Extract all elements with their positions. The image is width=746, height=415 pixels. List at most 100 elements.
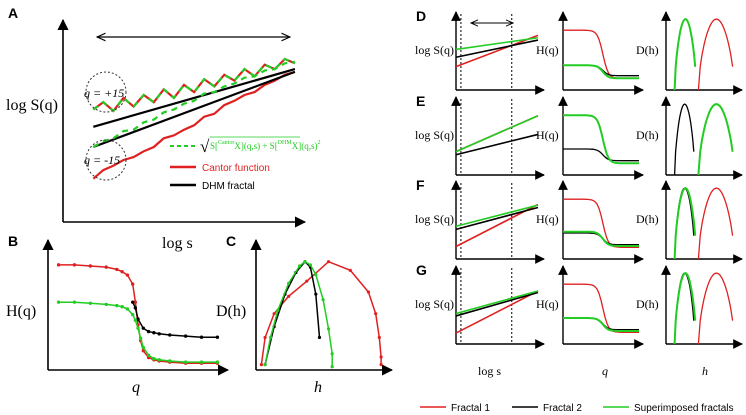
legend-formula-end: ](q,s) bbox=[298, 141, 317, 151]
panel-c-ylabel: D(h) bbox=[216, 303, 246, 320]
panel-b-point-2-13 bbox=[152, 356, 156, 361]
panel-g-logs-red bbox=[455, 290, 539, 334]
panel-b-line-1 bbox=[132, 301, 218, 338]
panel-g-h-black bbox=[563, 317, 639, 331]
panel-b-point-0-7 bbox=[131, 282, 135, 286]
legend-formula-sub2: X bbox=[292, 141, 299, 151]
legend-formula-root: √ bbox=[200, 137, 210, 156]
panel-a-line-3 bbox=[92, 70, 296, 149]
panel-f-col2-ylabel: D(h) bbox=[636, 212, 659, 226]
panel-c-line-2 bbox=[264, 260, 333, 367]
panel-f-d-green bbox=[673, 186, 697, 260]
panel-a-line-1 bbox=[92, 68, 296, 128]
panel-b-point-1-4 bbox=[146, 329, 151, 334]
panel-b-point-2-14 bbox=[157, 358, 161, 362]
legend-formula-sup2: DHM bbox=[278, 140, 293, 146]
panel-c-point-2-4 bbox=[297, 264, 302, 268]
panel-c-point-2-9 bbox=[326, 327, 331, 331]
panel-g-d-green bbox=[673, 271, 697, 345]
panel-a-line-5 bbox=[92, 60, 296, 148]
panel-b-point-1-10 bbox=[215, 335, 220, 339]
panel-c-xlabel: h bbox=[314, 379, 322, 396]
panel-c-point-0-6 bbox=[348, 268, 352, 272]
panel-c-point-2-11 bbox=[330, 365, 334, 369]
panel-b-point-2-16 bbox=[183, 360, 188, 364]
panel-b-point-1-9 bbox=[199, 335, 204, 339]
legend-formula-plus: + S[ bbox=[260, 141, 278, 151]
panel-d-label: D bbox=[416, 8, 426, 24]
panel-b-point-2-9 bbox=[136, 326, 140, 330]
panel-e-col1-ylabel: H(q) bbox=[536, 128, 559, 142]
panel-b-point-2-5 bbox=[120, 304, 124, 309]
panel-f-logs-black bbox=[455, 206, 539, 231]
panel-b-point-1-6 bbox=[157, 332, 161, 336]
panel-c-point-0-0 bbox=[259, 362, 264, 367]
panel-b-point-2-8 bbox=[133, 318, 138, 322]
panel-g-logs-green bbox=[455, 290, 539, 315]
panel-d-logs-red bbox=[455, 34, 539, 68]
panel-b-point-1-5 bbox=[152, 330, 156, 335]
panel-b-point-2-0 bbox=[56, 300, 61, 304]
panel-f-col0-ylabel: log S(q) bbox=[415, 212, 454, 226]
panel-a-annot-q-minus: q = -15 bbox=[84, 153, 120, 167]
panel-c-point-0-11 bbox=[379, 362, 383, 367]
panel-b-point-2-17 bbox=[199, 360, 204, 364]
panel-e-label: E bbox=[416, 93, 425, 109]
panel-c-point-2-7 bbox=[314, 273, 318, 277]
panel-c-point-2-5 bbox=[303, 260, 307, 264]
panel-b-point-2-1 bbox=[72, 300, 77, 304]
panel-c-point-0-5 bbox=[326, 260, 331, 264]
panel-b-point-1-7 bbox=[168, 333, 172, 337]
panel-c-point-0-7 bbox=[366, 290, 371, 294]
panel-b-point-1-8 bbox=[183, 334, 188, 338]
panel-b-point-0-3 bbox=[104, 265, 108, 269]
legend-formula-s1: S[ bbox=[210, 141, 218, 151]
legend-label-cantor: Cantor function bbox=[202, 163, 270, 174]
grid-xlabel-logs: log s bbox=[478, 364, 501, 378]
grid-legend-label-fractal1: Fractal 1 bbox=[451, 403, 490, 414]
panel-f-h-red bbox=[563, 198, 639, 248]
panel-c-point-0-2 bbox=[272, 312, 276, 316]
panel-b-point-1-0 bbox=[131, 300, 135, 304]
panel-a-annot-q-plus: q = +15 bbox=[84, 86, 124, 100]
panel-b-point-0-0 bbox=[56, 263, 61, 267]
legend-formula-mid: ](q,s) bbox=[241, 141, 260, 151]
panel-b-point-2-7 bbox=[131, 312, 135, 317]
panel-b-point-0-5 bbox=[120, 269, 124, 274]
panel-c-point-2-1 bbox=[268, 335, 273, 340]
panel-d-h-green bbox=[563, 64, 639, 80]
panel-e-d-green bbox=[697, 103, 734, 176]
panel-g-col2-ylabel: D(h) bbox=[636, 297, 659, 311]
panel-d-col0-ylabel: log S(q) bbox=[415, 43, 454, 57]
panel-a-xlabel: log s bbox=[162, 235, 193, 252]
panel-c-point-0-1 bbox=[263, 335, 267, 340]
panel-b-point-2-2 bbox=[88, 301, 93, 306]
panel-b-point-2-12 bbox=[146, 353, 151, 358]
panel-a-circle-q-minus bbox=[85, 139, 127, 181]
panel-a: A log S(q) log s q = +15 q = -15 √ S[Can… bbox=[6, 5, 320, 252]
panel-e-logs-green bbox=[455, 114, 539, 153]
panel-g-col0-ylabel: log S(q) bbox=[415, 297, 454, 311]
panel-b-line-0 bbox=[58, 264, 218, 364]
panel-d-d-green bbox=[673, 17, 697, 91]
panel-e-h-black bbox=[563, 148, 639, 162]
panel-b-point-0-6 bbox=[125, 273, 130, 277]
panel-e-h-red bbox=[563, 114, 639, 164]
panel-d-logs-black bbox=[455, 39, 539, 59]
panel-e-col0-ylabel: log S(q) bbox=[415, 128, 454, 142]
panel-g-col1-ylabel: H(q) bbox=[536, 297, 559, 311]
panel-e-d-black bbox=[673, 103, 695, 176]
panel-b-label: B bbox=[8, 233, 18, 249]
panel-c-point-2-0 bbox=[263, 362, 267, 367]
panel-c-point-2-3 bbox=[287, 281, 291, 285]
legend-label-dhm: DHM fractal bbox=[202, 181, 255, 192]
panel-e-d-red bbox=[697, 103, 734, 176]
grid-legend: Fractal 1 Fractal 2 Superimposed fractal… bbox=[420, 403, 734, 414]
panel-d-col2-ylabel: D(h) bbox=[636, 43, 659, 57]
panel-c-point-2-10 bbox=[330, 352, 334, 356]
panel-e-logs-black bbox=[455, 133, 539, 156]
panel-a-line-4 bbox=[92, 57, 296, 113]
panel-b-point-2-15 bbox=[168, 359, 172, 363]
panel-b-point-2-4 bbox=[115, 303, 119, 308]
panel-f-d-red bbox=[697, 187, 734, 260]
